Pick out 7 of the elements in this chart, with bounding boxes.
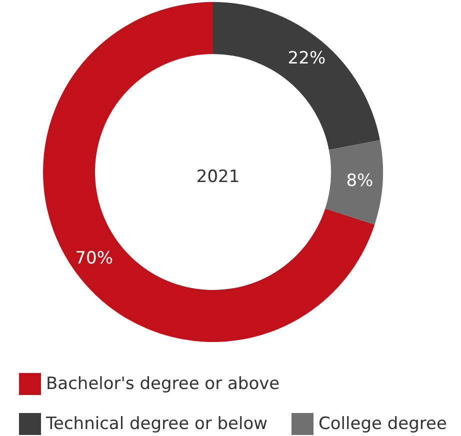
legend-label: College degree xyxy=(318,414,447,434)
legend-label: Bachelor's degree or above xyxy=(46,374,280,394)
data-label: 22% xyxy=(288,48,326,69)
data-label: 70% xyxy=(75,248,113,268)
legend-label: Technical degree or below xyxy=(45,414,268,434)
data-label: 8% xyxy=(346,171,374,192)
text: 2021 xyxy=(196,167,240,187)
